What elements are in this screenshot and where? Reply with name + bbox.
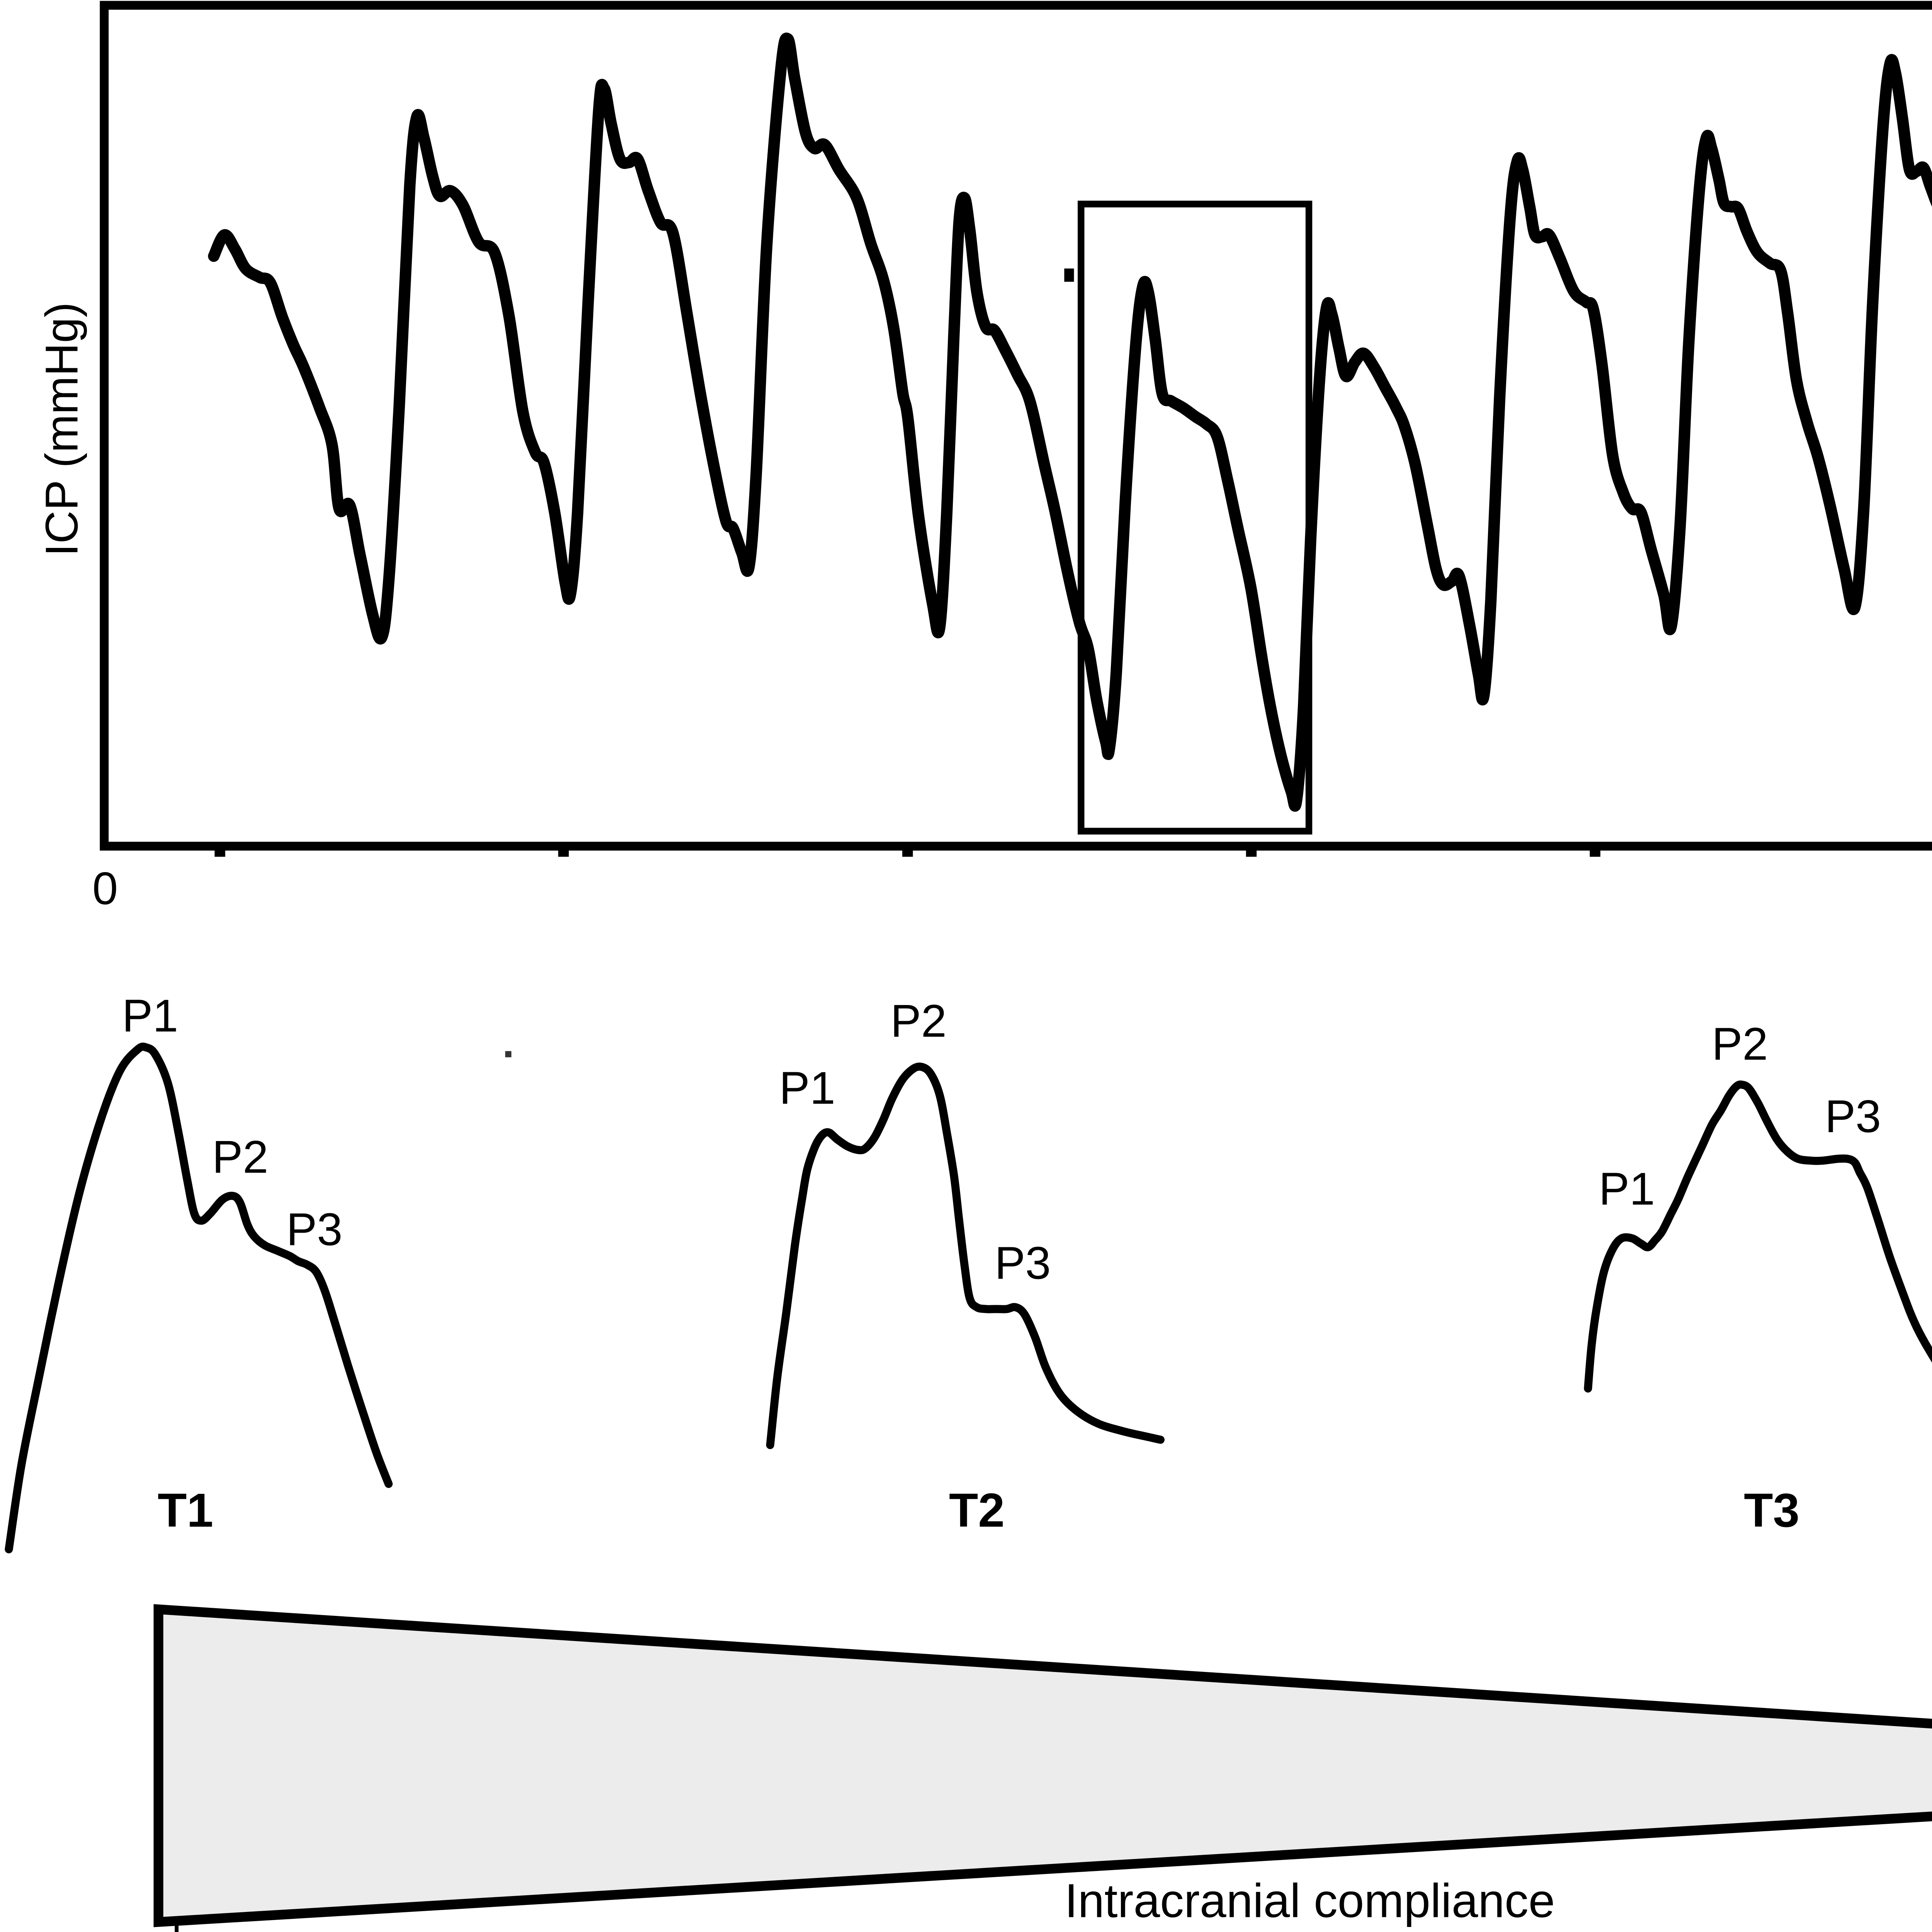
t1-p3-label: P3 — [286, 1204, 342, 1255]
axis-tick — [1246, 844, 1257, 857]
compliance-scale: Intracranial compliance + - — [153, 1604, 1932, 1932]
x-axis-start-label: 0 — [92, 863, 118, 914]
waveform-t2: P1 P2 P3 T2 — [766, 995, 1165, 1537]
t2-p3-label: P3 — [995, 1237, 1051, 1289]
t2-p2-label: P2 — [890, 995, 946, 1047]
t2-title: T2 — [949, 1484, 1005, 1537]
waveform-t1: P1 P2 P3 T1 — [5, 990, 512, 1553]
t3-p1-label: P1 — [1599, 1163, 1655, 1214]
axis-tick — [214, 844, 225, 857]
stray-mark — [1064, 268, 1074, 282]
t1-p2-label: P2 — [212, 1131, 268, 1183]
t2-p1-label: P1 — [779, 1063, 835, 1114]
t3-curve — [1584, 1080, 1932, 1393]
axis-tick — [558, 844, 569, 857]
axis-tick — [1590, 844, 1600, 857]
plus-sign: + — [161, 1905, 192, 1932]
waveform-t3: P1 P2 P3 T3 — [1584, 1018, 1932, 1537]
stray-mark-2 — [505, 1051, 512, 1058]
icp-trace — [208, 32, 1932, 812]
t3-p2-label: P2 — [1712, 1018, 1768, 1070]
t2-curve — [766, 1062, 1165, 1449]
t1-title: T1 — [158, 1484, 213, 1537]
icp-panel: ICP (mmHg) 0 20 seconds — [36, 1, 1932, 914]
y-axis-label: ICP (mmHg) — [36, 302, 88, 556]
axis-ticks — [214, 844, 1600, 857]
axis-tick — [902, 844, 913, 857]
highlighted-beat-box — [1078, 201, 1313, 835]
compliance-triangle — [153, 1604, 1932, 1927]
chart-frame — [100, 1, 1932, 851]
t3-title: T3 — [1744, 1484, 1799, 1537]
t3-p3-label: P3 — [1825, 1091, 1881, 1142]
compliance-label: Intracranial compliance — [1065, 1874, 1555, 1927]
t1-p1-label: P1 — [122, 990, 178, 1041]
t1-curve — [5, 1043, 393, 1553]
